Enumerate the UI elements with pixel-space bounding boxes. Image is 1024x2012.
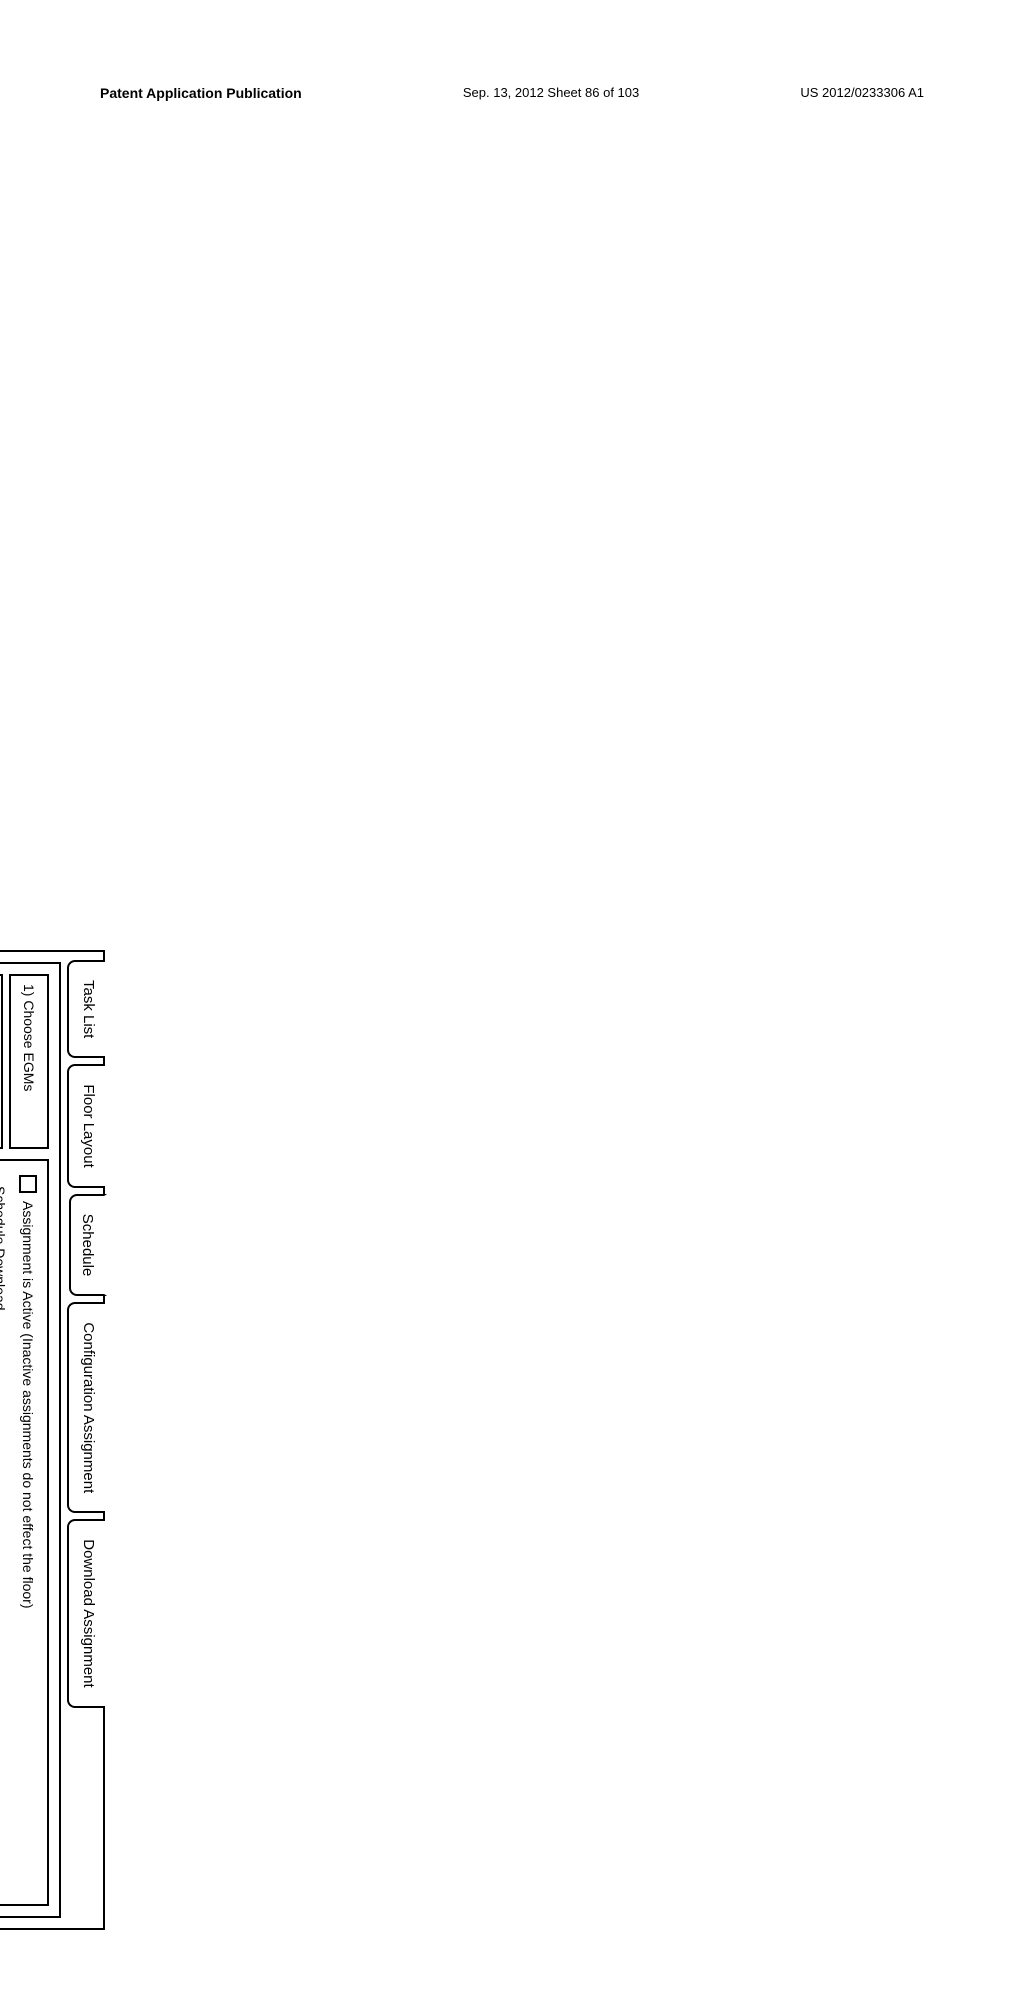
tab-task-list[interactable]: Task List — [67, 960, 105, 1058]
header-right: US 2012/0233306 A1 — [800, 85, 924, 101]
tab-schedule[interactable]: Schedule — [69, 1194, 107, 1297]
tab-bar: Task List Floor Layout Schedule Configur… — [67, 952, 105, 1928]
main-panel: Assignment is Active (Inactive assignmen… — [0, 1159, 49, 1906]
window: Task List Floor Layout Schedule Configur… — [0, 950, 105, 1930]
sidebar-step-1[interactable]: 1) Choose EGMs — [9, 974, 49, 1149]
assignment-active-checkbox[interactable] — [19, 1175, 37, 1193]
tab-config-assignment[interactable]: Configuration Assignment — [67, 1302, 105, 1513]
sidebar-step-2[interactable]: 2) Choose Packages — [0, 974, 3, 1149]
assignment-active-label: Assignment is Active (Inactive assignmen… — [20, 1201, 36, 1609]
header-left: Patent Application Publication — [100, 85, 302, 101]
content-outer: 1) Choose EGMs 2) Choose Packages 3) Sch… — [0, 962, 61, 1918]
assignment-active-row[interactable]: Assignment is Active (Inactive assignmen… — [19, 1175, 37, 1894]
tab-floor-layout[interactable]: Floor Layout — [67, 1064, 105, 1187]
tab-download-assignment[interactable]: Download Assignment — [67, 1519, 105, 1707]
figure-area: Task List Floor Layout Schedule Configur… — [105, 135, 920, 1135]
sidebar: 1) Choose EGMs 2) Choose Packages 3) Sch… — [0, 974, 49, 1149]
header-center: Sep. 13, 2012 Sheet 86 of 103 — [463, 85, 639, 101]
content-main: 1) Choose EGMs 2) Choose Packages 3) Sch… — [0, 974, 49, 1906]
page-header: Patent Application Publication Sep. 13, … — [0, 0, 1024, 111]
schedule-download-legend: Schedule Download... — [0, 1182, 8, 1326]
rotated-ui: Task List Floor Layout Schedule Configur… — [0, 950, 105, 1950]
